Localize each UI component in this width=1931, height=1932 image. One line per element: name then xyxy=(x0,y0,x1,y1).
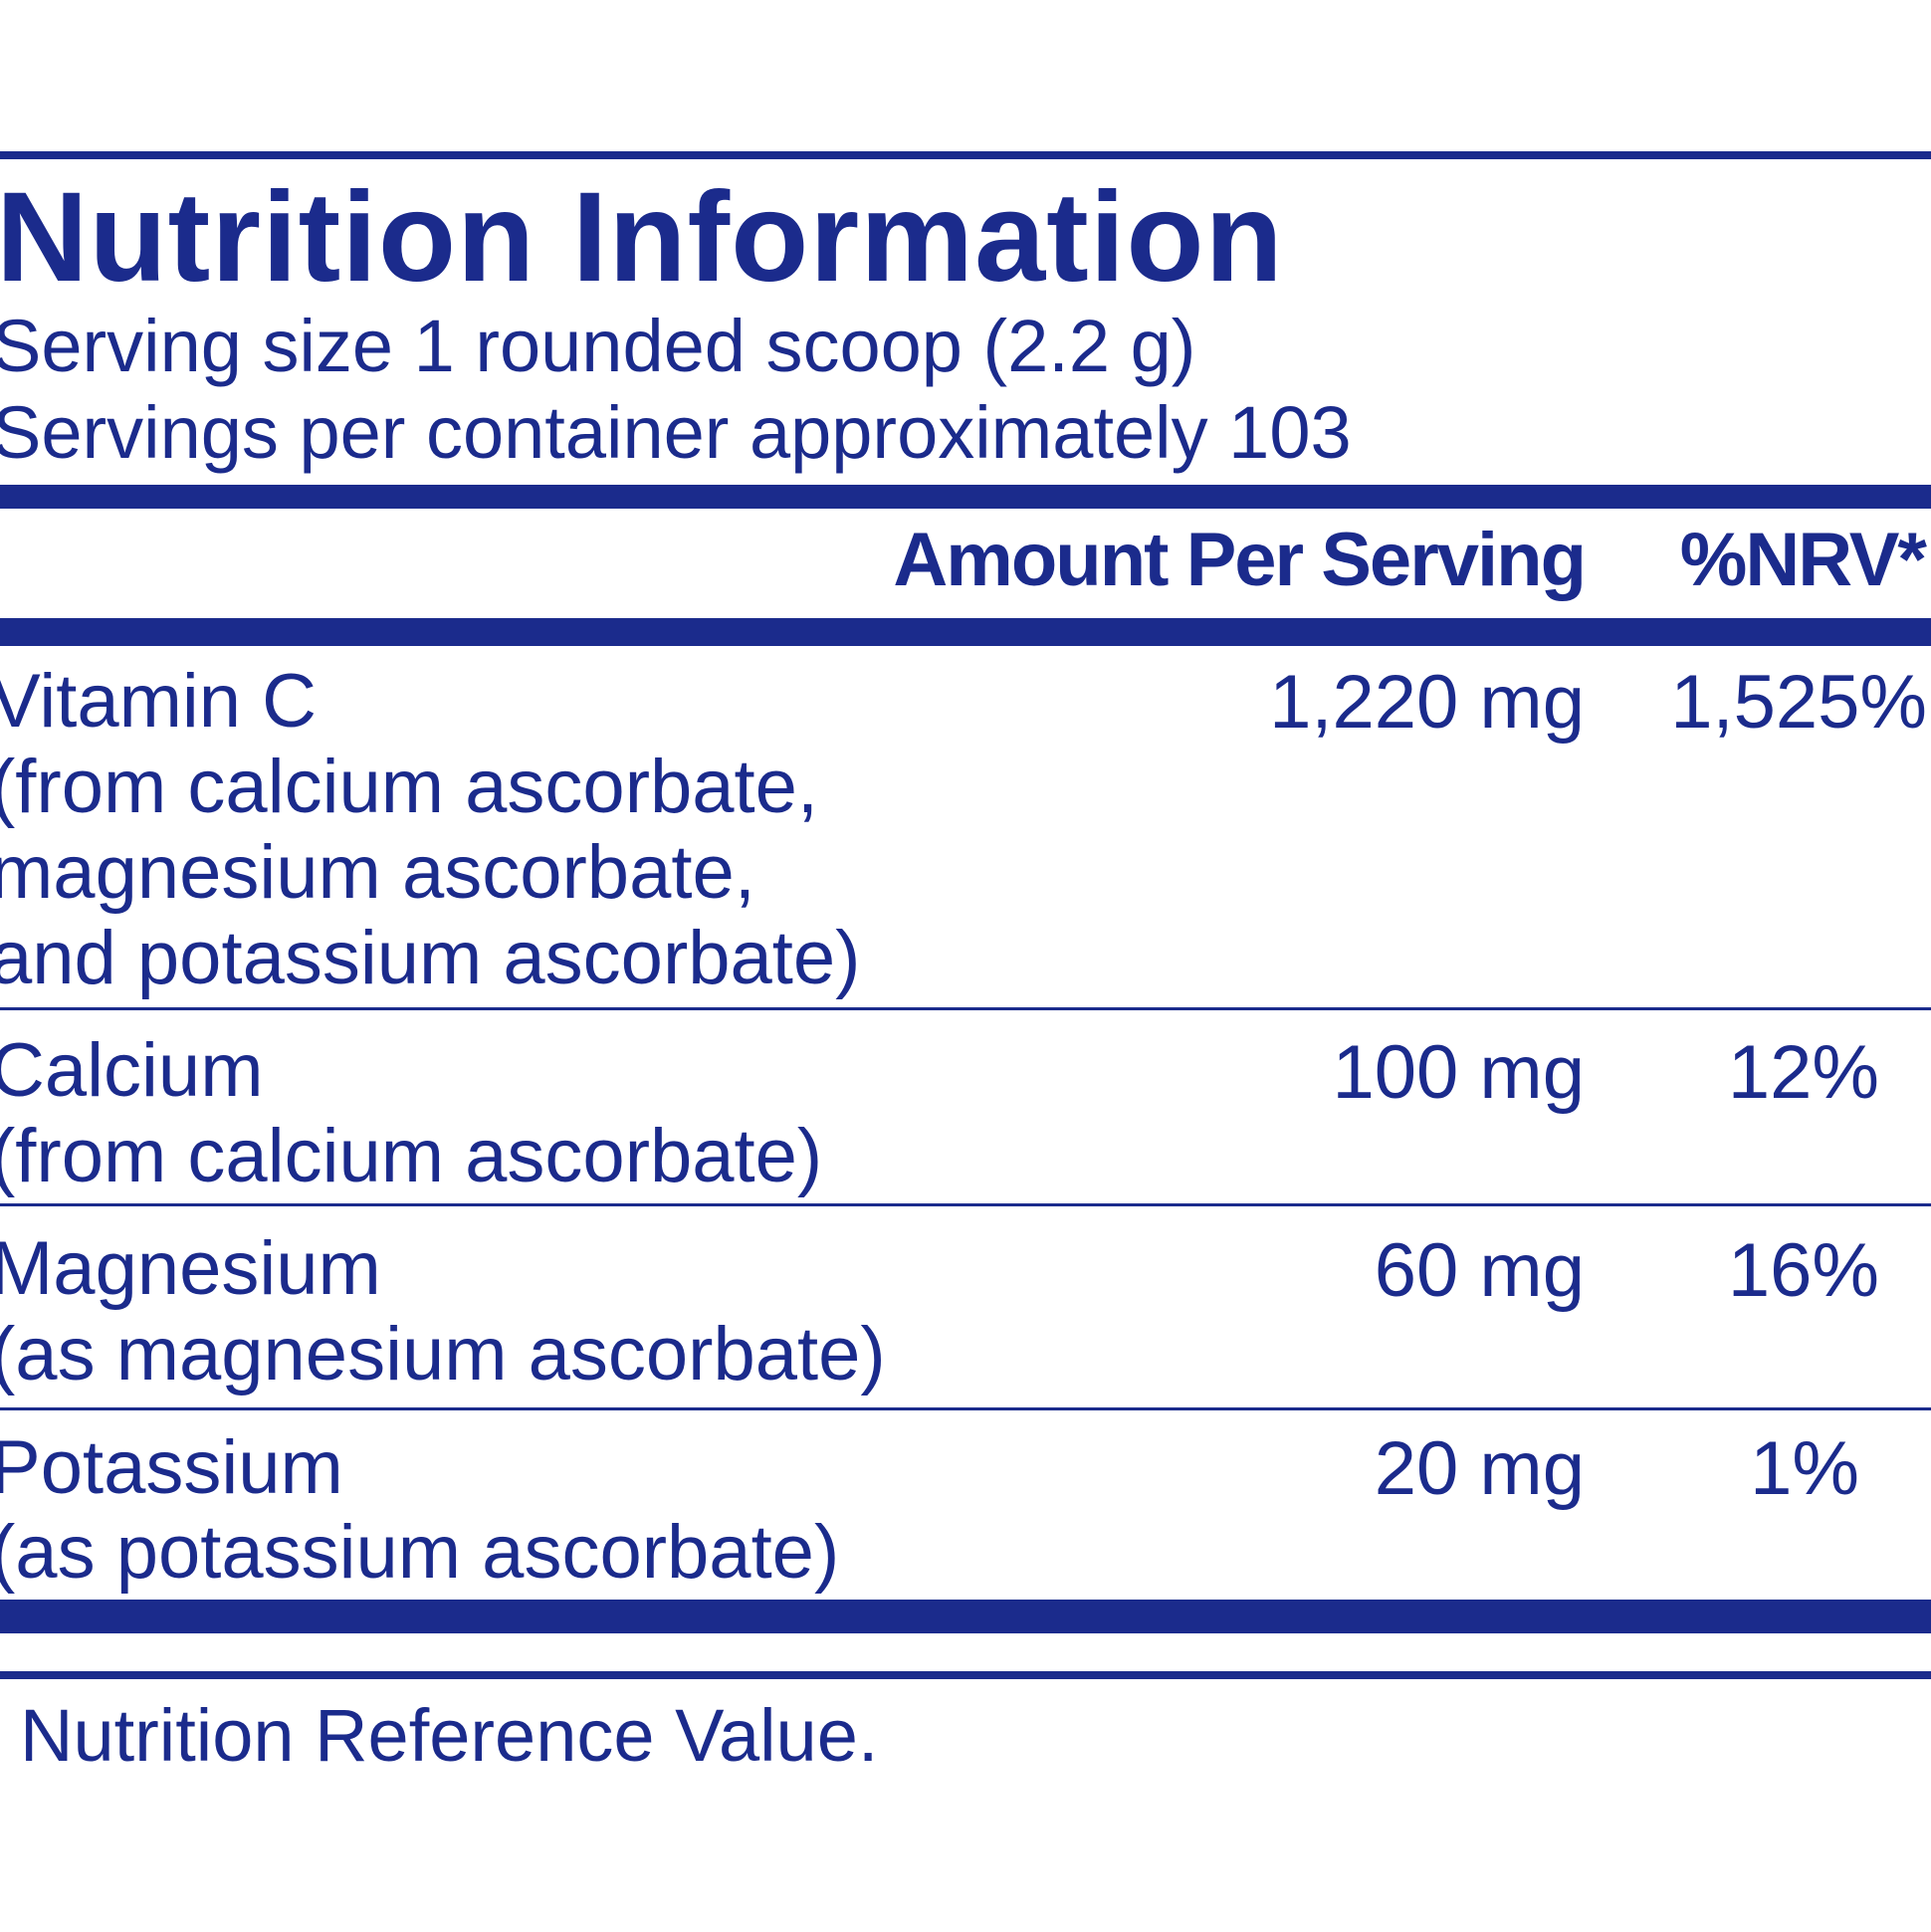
nutrient-nrv: 1,525% xyxy=(1670,660,1927,745)
serving-size: Serving size 1 rounded scoop (2.2 g) xyxy=(0,305,1196,387)
nutrient-source: (as potassium ascorbate) xyxy=(0,1510,840,1595)
nutrient-name: Vitamin C xyxy=(0,659,318,744)
nutrient-nrv: 16% xyxy=(1727,1228,1879,1313)
row-divider-rule xyxy=(0,1007,1931,1010)
header-divider-rule xyxy=(0,485,1931,509)
row-divider-rule xyxy=(0,1407,1931,1410)
nutrient-source: (from calcium ascorbate) xyxy=(0,1114,823,1198)
nrv-header: %NRV* xyxy=(1679,518,1927,602)
nutrient-amount: 60 mg xyxy=(1374,1228,1585,1313)
nutrient-name: Magnesium xyxy=(0,1226,381,1311)
nutrient-amount: 100 mg xyxy=(1332,1030,1586,1115)
nutrient-amount: 1,220 mg xyxy=(1269,660,1585,745)
nutrient-nrv: 12% xyxy=(1727,1030,1879,1115)
page-title: Nutrition Information xyxy=(0,166,1284,309)
footnote-rule xyxy=(0,1671,1931,1679)
top-rule xyxy=(0,151,1931,159)
table-bottom-rule xyxy=(0,1600,1931,1633)
amount-per-serving-header: Amount Per Serving xyxy=(893,518,1587,602)
row-divider-rule xyxy=(0,1203,1931,1206)
nutrient-source: (as magnesium ascorbate) xyxy=(0,1312,886,1396)
servings-per-container: Servings per container approximately 103 xyxy=(0,391,1352,474)
nutrient-name: Calcium xyxy=(0,1028,264,1113)
nutrient-source: (from calcium ascorbate, magnesium ascor… xyxy=(0,745,861,1000)
footnote: Nutrition Reference Value. xyxy=(20,1694,879,1777)
nutrient-nrv: 1% xyxy=(1750,1426,1859,1511)
nutrient-amount: 20 mg xyxy=(1374,1426,1585,1511)
nutrient-name: Potassium xyxy=(0,1425,343,1510)
column-header-rule xyxy=(0,618,1931,646)
